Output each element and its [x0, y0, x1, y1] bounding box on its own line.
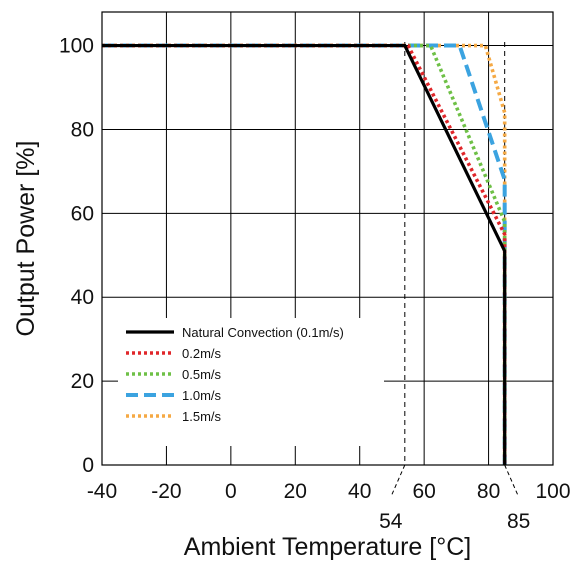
legend-label: 1.0m/s [182, 388, 222, 403]
legend: Natural Convection (0.1m/s) 0.2m/s 0.5m/s 1… [118, 318, 384, 446]
x-tick-label: 100 [535, 480, 570, 503]
legend-box [118, 318, 384, 446]
legend-label: 0.2m/s [182, 346, 222, 361]
extra-x-tick-label: 54 [379, 510, 403, 533]
x-tick-labels: -40 -20 0 20 40 60 80 100 [87, 480, 571, 503]
x-tick-label: 40 [348, 480, 371, 503]
x-tick-label: -40 [87, 480, 117, 503]
y-tick-label: 20 [71, 370, 94, 393]
extra-x-tick-label: 85 [507, 510, 530, 533]
guide-lines [404, 42, 506, 465]
y-tick-label: 0 [82, 454, 94, 477]
legend-label: 1.5m/s [182, 409, 222, 424]
y-tick-label: 60 [71, 202, 94, 225]
series-line-0 [102, 43, 507, 465]
x-tick-label: 60 [412, 480, 435, 503]
x-tick-label: 80 [477, 480, 500, 503]
series-lines [102, 43, 507, 465]
x-axis-title: Ambient Temperature [°C] [184, 533, 471, 561]
x-tick-label: 20 [284, 480, 307, 503]
y-tick-labels: 0 20 40 60 80 100 [59, 35, 94, 477]
y-tick-label: 100 [59, 35, 94, 58]
y-axis-title: Output Power [%] [12, 141, 40, 337]
y-tick-label: 40 [71, 286, 94, 309]
extra-x-tick-labels: 54 85 [379, 464, 530, 533]
plot-frame [101, 11, 554, 466]
x-tick-label: -20 [151, 480, 181, 503]
y-tick-label: 80 [71, 118, 94, 141]
extra-tick-connector [390, 464, 406, 498]
extra-tick-connector [504, 464, 520, 498]
legend-label: Natural Convection (0.1m/s) [182, 325, 344, 340]
legend-label: 0.5m/s [182, 367, 222, 382]
x-tick-label: 0 [225, 480, 237, 503]
